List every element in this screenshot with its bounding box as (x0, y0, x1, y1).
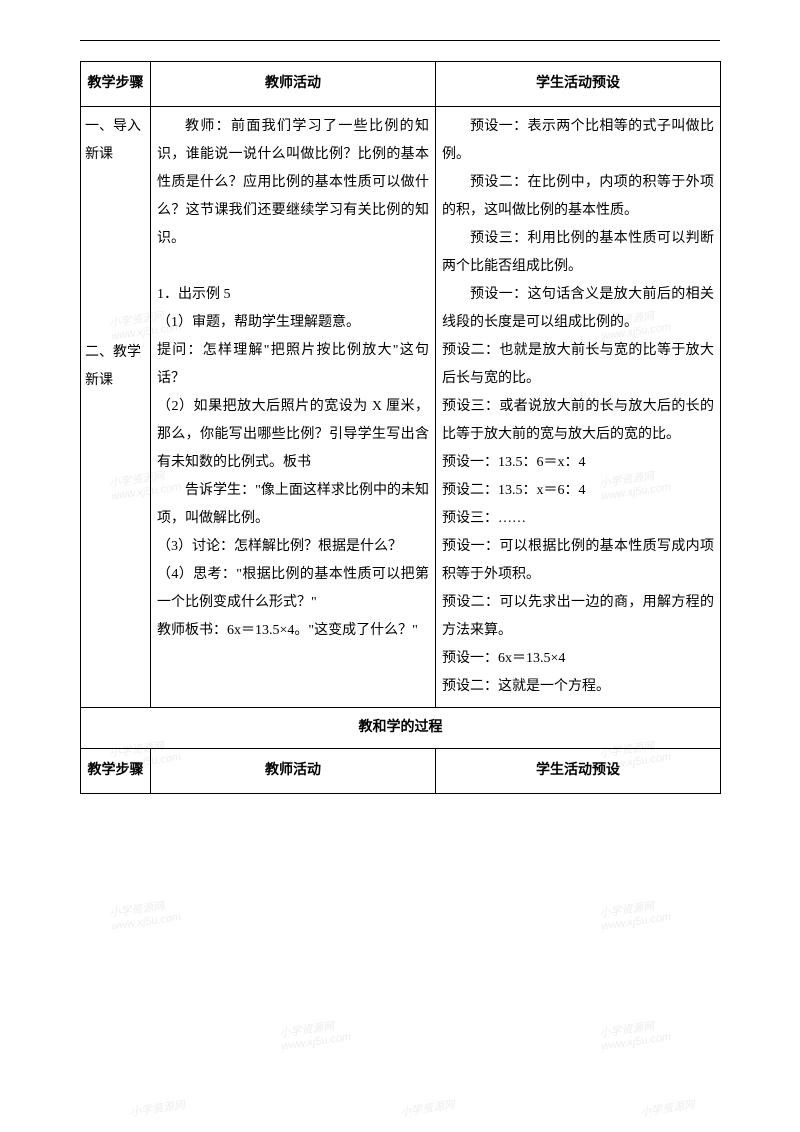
student-p1: 预设一：表示两个比相等的式子叫做比例。 (442, 113, 714, 169)
teacher-l3: 提问：怎样理解"把照片按比例放大"这句话？ (157, 337, 429, 393)
teacher-intro-p1: 教师：前面我们学习了一些比例的知识，谁能说一说什么叫做比例？比例的基本性质是什么… (157, 113, 429, 253)
watermark-icon: 小学资源网 (129, 1096, 186, 1119)
watermark-text-1: 小学资源网 (399, 1096, 456, 1119)
watermark-text-1: 小学资源网 (598, 1015, 670, 1041)
watermark-icon: 小学资源网 www.xj5u.com (598, 1015, 672, 1053)
step-1-label: 一、导入新课 (85, 113, 146, 169)
teacher-l7: （4）思考："根据比例的基本性质可以把第一个比例变成什么形式？" (157, 561, 429, 617)
student-l3: 预设三：或者说放大前的长与放大后的长的比等于放大前的宽与放大后的宽的比。 (442, 393, 714, 449)
table-header-row: 教学步骤 教师活动 学生活动预设 (81, 62, 721, 107)
lesson-plan-table: 教学步骤 教师活动 学生活动预设 一、导入新课 二、教学新课 教师：前面我们学习… (80, 61, 721, 794)
page-container: 教学步骤 教师活动 学生活动预设 一、导入新课 二、教学新课 教师：前面我们学习… (80, 40, 720, 794)
watermark-icon: 小学资源网 (399, 1096, 456, 1119)
header2-student: 学生活动预设 (436, 749, 721, 794)
watermark-text-1: 小学资源网 (639, 1096, 696, 1119)
step-2-label: 二、教学新课 (85, 339, 146, 395)
watermark-text-2: www.xj5u.com (281, 1031, 352, 1053)
header-student: 学生活动预设 (436, 62, 721, 107)
teacher-l1: 1．出示例 5 (157, 281, 429, 309)
watermark-text-2: www.xj5u.com (601, 1031, 672, 1053)
student-l6: 预设三：…… (442, 505, 714, 533)
table-header-row-2: 教学步骤 教师活动 学生活动预设 (81, 749, 721, 794)
student-l9: 预设一：6x＝13.5×4 (442, 645, 714, 673)
watermark-text-1: 小学资源网 (108, 895, 180, 921)
header-teacher: 教师活动 (151, 62, 436, 107)
teacher-l2: （1）审题，帮助学生理解题意。 (157, 309, 429, 337)
section-row: 教和学的过程 (81, 708, 721, 749)
watermark-text-2: www.xj5u.com (601, 911, 672, 933)
teacher-l5: 告诉学生："像上面这样求比例中的未知项，叫做解比例。 (157, 477, 429, 533)
teacher-cell: 教师：前面我们学习了一些比例的知识，谁能说一说什么叫做比例？比例的基本性质是什么… (151, 107, 436, 708)
watermark-icon: 小学资源网 (639, 1096, 696, 1119)
watermark-text-1: 小学资源网 (129, 1096, 186, 1119)
step-cell-1: 一、导入新课 二、教学新课 (81, 107, 151, 708)
student-cell: 预设一：表示两个比相等的式子叫做比例。 预设二：在比例中，内项的积等于外项的积，… (436, 107, 721, 708)
student-l1: 预设一：这句话含义是放大前后的相关线段的长度是可以组成比例的。 (442, 281, 714, 337)
section-title: 教和学的过程 (81, 708, 721, 749)
header-step: 教学步骤 (81, 62, 151, 107)
watermark-text-2: www.xj5u.com (111, 911, 182, 933)
teacher-l6: （3）讨论：怎样解比例？根据是什么？ (157, 533, 429, 561)
teacher-l4: （2）如果把放大后照片的宽设为 X 厘米，那么，你能写出哪些比例？引导学生写出含… (157, 393, 429, 477)
watermark-text-1: 小学资源网 (278, 1015, 350, 1041)
table-row: 一、导入新课 二、教学新课 教师：前面我们学习了一些比例的知识，谁能说一说什么叫… (81, 107, 721, 708)
watermark-text-1: 小学资源网 (598, 895, 670, 921)
watermark-icon: 小学资源网 www.xj5u.com (598, 895, 672, 933)
watermark-icon: 小学资源网 www.xj5u.com (278, 1015, 352, 1053)
student-l8: 预设二：可以先求出一边的商，用解方程的方法来算。 (442, 589, 714, 645)
header2-teacher: 教师活动 (151, 749, 436, 794)
student-l7: 预设一：可以根据比例的基本性质写成内项积等于外项积。 (442, 533, 714, 589)
student-p2: 预设二：在比例中，内项的积等于外项的积，这叫做比例的基本性质。 (442, 169, 714, 225)
student-l10: 预设二：这就是一个方程。 (442, 673, 714, 701)
watermark-icon: 小学资源网 www.xj5u.com (108, 895, 182, 933)
student-l2: 预设二：也就是放大前长与宽的比等于放大后长与宽的比。 (442, 337, 714, 393)
teacher-l8: 教师板书：6x＝13.5×4。"这变成了什么？" (157, 617, 429, 645)
student-l5: 预设二：13.5：x＝6：4 (442, 477, 714, 505)
student-p3: 预设三：利用比例的基本性质可以判断两个比能否组成比例。 (442, 225, 714, 281)
student-l4: 预设一：13.5：6＝x：4 (442, 449, 714, 477)
header2-step: 教学步骤 (81, 749, 151, 794)
